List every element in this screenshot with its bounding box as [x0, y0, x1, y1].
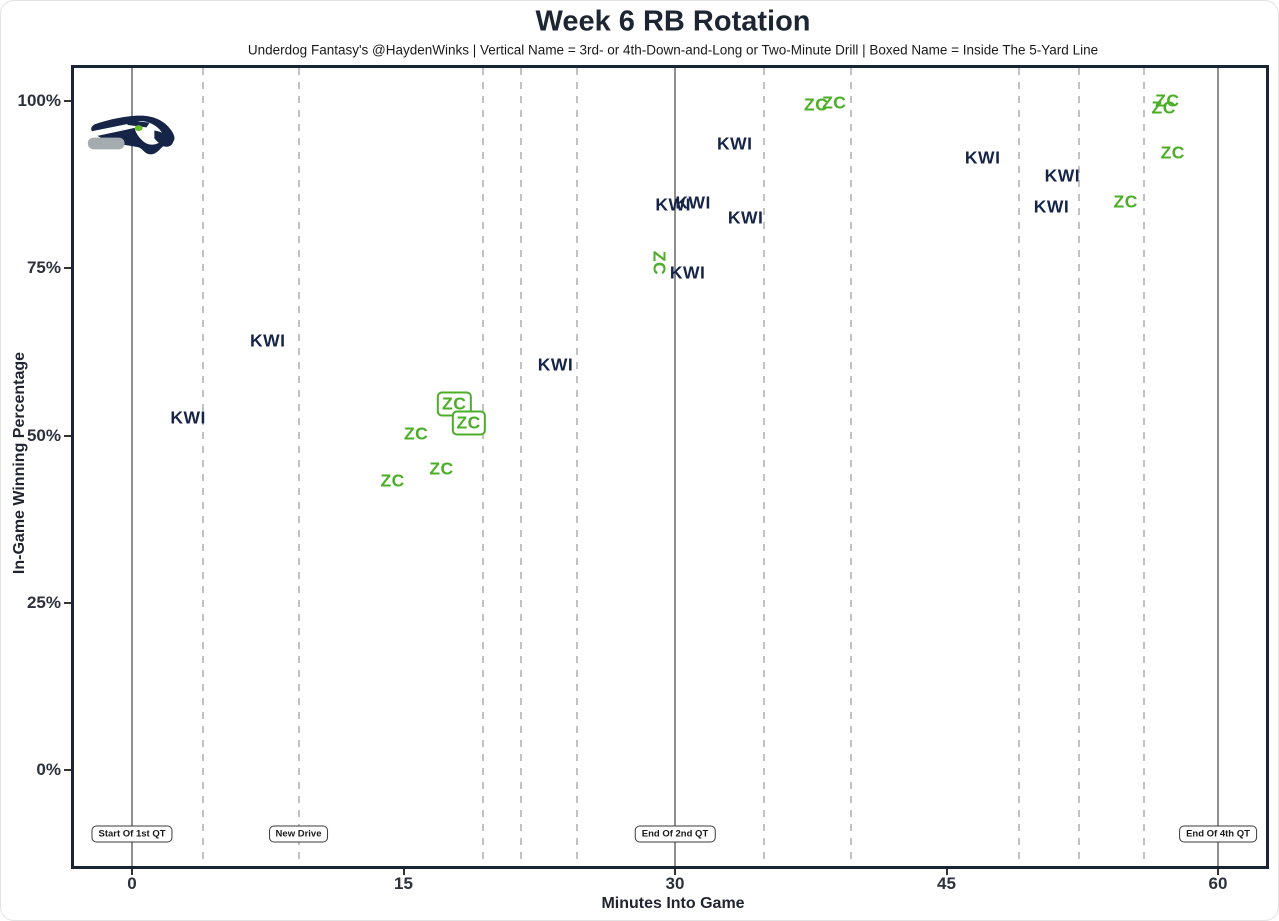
data-point-label-kwi: KWI	[669, 262, 706, 283]
data-point-label-kwi: KWI	[716, 133, 753, 154]
new-drive-vline	[576, 68, 579, 866]
y-tick-mark	[64, 434, 71, 437]
x-axis-title: Minutes Into Game	[601, 895, 745, 912]
y-tick-label: 100%	[17, 91, 61, 110]
x-tick-label: 60	[1208, 874, 1228, 893]
x-tick-mark	[1217, 869, 1219, 875]
data-point-label-zc: ZC	[822, 92, 847, 113]
data-point-label-kwi: KWI	[655, 194, 691, 215]
data-point-label-zc: ZC	[1113, 191, 1138, 212]
x-tick-mark	[945, 869, 948, 875]
y-tick-label: 0%	[36, 760, 61, 779]
y-tick-label: 75%	[26, 258, 61, 278]
quarter-vline	[1217, 68, 1219, 866]
y-tick-mark	[64, 769, 71, 771]
new-drive-vline	[482, 68, 485, 866]
chart-subtitle: Underdog Fantasy's @HaydenWinks | Vertic…	[247, 42, 1099, 58]
data-point-label-kwi: KWI	[249, 330, 286, 351]
data-point-label-kwi: KWI	[1033, 196, 1070, 217]
data-point-label-zc: ZC	[1151, 97, 1176, 118]
new-drive-vline	[520, 68, 523, 866]
new-drive-vline	[849, 68, 852, 866]
chart-title: Week 6 RB Rotation	[535, 5, 811, 38]
data-point-label-zc: ZC	[380, 470, 405, 491]
quarter-vline	[674, 68, 676, 866]
x-tick-mark	[402, 869, 405, 875]
data-point-label-zc: ZC	[451, 410, 486, 436]
new-drive-vline	[297, 68, 300, 866]
y-tick-label: 50%	[26, 425, 61, 445]
new-drive-vline	[1142, 68, 1145, 866]
y-tick-mark	[64, 601, 71, 604]
game-phase-annotation: End Of 4th QT	[1179, 825, 1257, 843]
data-point-label-zc: ZC	[1155, 90, 1180, 111]
plot-panel	[71, 65, 1269, 869]
data-point-label-kwi: KWI	[675, 192, 711, 213]
game-phase-annotation: End Of 2nd QT	[634, 825, 716, 843]
y-axis-title: In-Game Winning Percentage	[11, 351, 28, 575]
data-point-label-kwi: KWI	[964, 147, 1001, 168]
seahawks-logo-icon	[87, 115, 175, 155]
data-point-label-kwi: KWI	[537, 354, 574, 375]
data-point-label-kwi: KWI	[170, 407, 206, 428]
new-drive-vline	[762, 68, 765, 866]
data-point-label-zc: ZC	[649, 250, 670, 276]
x-tick-label: 15	[394, 874, 413, 893]
x-tick-mark	[674, 869, 676, 875]
x-tick-label: 0	[127, 874, 137, 893]
x-tick-label: 45	[937, 874, 956, 893]
data-point-label-kwi: KWI	[1044, 165, 1081, 186]
new-drive-vline	[201, 68, 204, 866]
y-tick-mark	[64, 267, 71, 270]
game-phase-annotation: Start Of 1st QT	[91, 825, 173, 843]
x-tick-label: 30	[665, 874, 685, 893]
quarter-vline	[131, 68, 133, 866]
y-tick-mark	[64, 100, 71, 102]
game-phase-annotation: New Drive	[268, 825, 329, 843]
new-drive-vline	[1077, 68, 1080, 866]
data-point-label-kwi: KWI	[727, 207, 764, 228]
data-point-label-zc: ZC	[429, 458, 454, 479]
data-point-label-zc: ZC	[1160, 142, 1185, 163]
data-point-label-zc: ZC	[403, 423, 429, 444]
y-tick-label: 25%	[26, 592, 61, 612]
x-tick-mark	[131, 869, 133, 875]
data-point-label-zc: ZC	[804, 94, 829, 115]
new-drive-vline	[1017, 68, 1020, 866]
